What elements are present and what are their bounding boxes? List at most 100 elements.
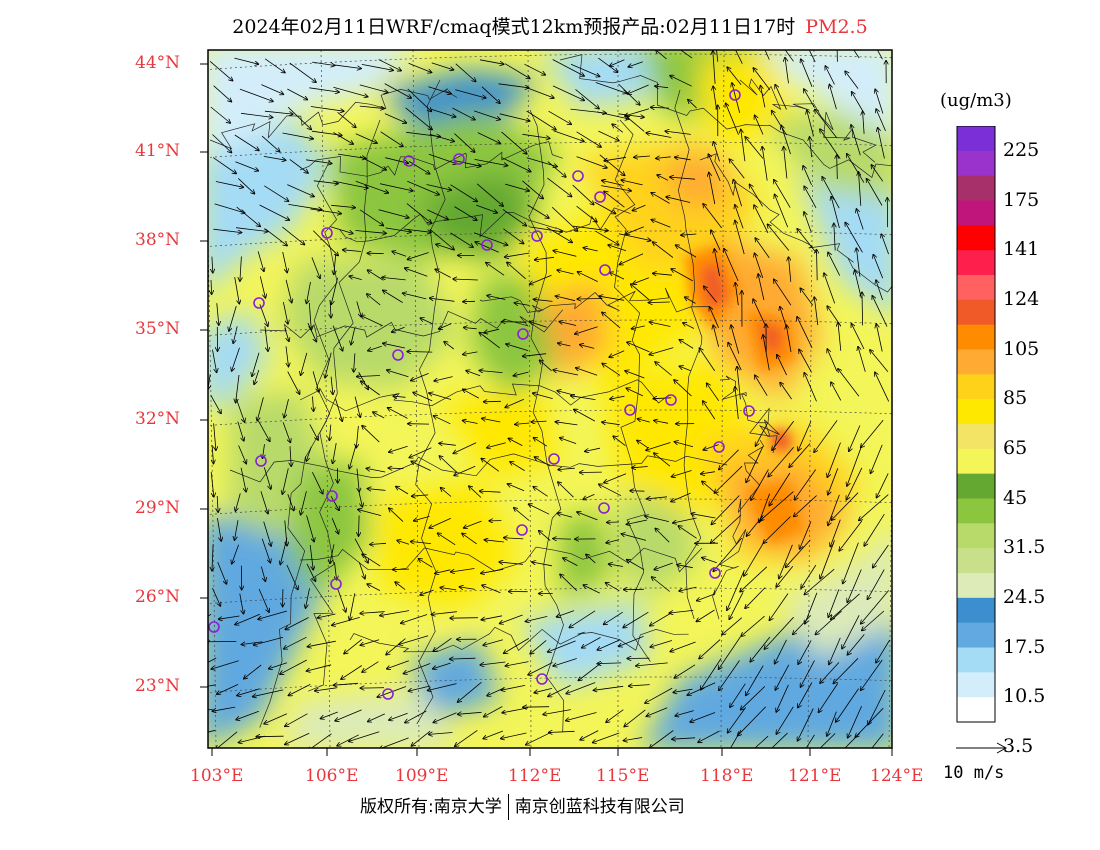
- wind-vector: [829, 637, 841, 665]
- wind-vector: [359, 515, 360, 537]
- wind-vector: [849, 425, 861, 452]
- wind-vector: [361, 381, 380, 396]
- wind-vector: [709, 173, 716, 205]
- wind-vector: [775, 194, 789, 228]
- wind-vector: [714, 249, 720, 277]
- wind-vector: [312, 61, 335, 65]
- wind-vector: [396, 487, 409, 495]
- wind-vector: [655, 86, 669, 88]
- wind-vector: [217, 303, 219, 325]
- wind-vector: [831, 593, 860, 620]
- wind-vector: [552, 59, 584, 77]
- wind-vector: [873, 544, 889, 568]
- wind-vector: [429, 517, 451, 528]
- wind-vector: [301, 491, 307, 515]
- province-border: [739, 78, 877, 163]
- wind-vector: [807, 110, 814, 137]
- wind-vector: [754, 205, 769, 234]
- wind-vector: [264, 110, 293, 114]
- wind-vector: [287, 371, 300, 394]
- province-border: [528, 109, 565, 732]
- wind-vector: [804, 89, 815, 108]
- wind-vector: [844, 732, 860, 748]
- wind-vector: [834, 224, 835, 251]
- wind-vector: [439, 443, 456, 445]
- province-border: [209, 88, 458, 150]
- wind-vector: [244, 664, 262, 679]
- longitude-label: 115°E: [596, 766, 650, 786]
- longitude-label: 103°E: [190, 766, 244, 786]
- wind-vector: [310, 106, 344, 112]
- city-station-marker: [531, 230, 543, 242]
- wind-vector: [433, 712, 457, 723]
- wind-vector: [624, 737, 643, 741]
- wind-vector: [285, 279, 292, 303]
- wind-vector: [637, 440, 649, 449]
- wind-vector: [735, 205, 744, 229]
- wind-vector: [735, 387, 739, 419]
- legend-swatch: [957, 647, 995, 673]
- footer-divider: [507, 794, 509, 820]
- wind-vector: [755, 115, 764, 135]
- wind-vector: [698, 730, 720, 742]
- wind-vector: [385, 227, 411, 232]
- wind-vector: [383, 343, 405, 349]
- wind-vector: [432, 611, 457, 615]
- wind-vector: [434, 376, 453, 381]
- wind-vector: [650, 640, 673, 648]
- wind-vector: [654, 562, 673, 570]
- wind-vector: [627, 519, 648, 524]
- wind-vector: [794, 495, 817, 517]
- wind-vector: [819, 733, 836, 748]
- wind-vector: [828, 468, 839, 494]
- wind-vector: [505, 661, 529, 666]
- wind-vector: [482, 585, 501, 594]
- wind-vector: [341, 665, 363, 680]
- wind-vector: [741, 615, 765, 636]
- wind-vector: [711, 514, 742, 543]
- wind-vector: [843, 542, 859, 584]
- wind-vector: [746, 665, 764, 696]
- longitude-label: 106°E: [305, 766, 359, 786]
- wind-vector: [846, 467, 863, 500]
- wind-vector: [861, 659, 883, 690]
- wind-vector: [613, 436, 626, 447]
- wind-vector: [799, 350, 812, 373]
- wind-vector: [576, 368, 598, 376]
- wind-vector: [333, 86, 367, 96]
- wind-vector: [329, 424, 330, 441]
- legend-swatch: [957, 548, 995, 574]
- wind-vector: [368, 345, 382, 351]
- wind-vector: [455, 63, 476, 82]
- wind-vector: [608, 245, 627, 252]
- wind-vector: [500, 614, 523, 624]
- wind-vector: [282, 468, 289, 494]
- wind-vector: [441, 488, 452, 497]
- wind-vector: [257, 397, 264, 420]
- wind-vector: [609, 350, 625, 358]
- wind-vector: [312, 230, 338, 256]
- wind-vector: [313, 396, 314, 412]
- wind-vector: [534, 438, 548, 447]
- wind-vector: [431, 108, 455, 117]
- wind-vector: [393, 569, 410, 570]
- wind-vector: [847, 634, 865, 654]
- legend-label: 124: [1003, 287, 1040, 310]
- city-station-marker: [453, 153, 465, 165]
- wind-vector: [753, 299, 767, 327]
- wind-vector: [474, 159, 508, 165]
- wind-vector: [212, 444, 213, 464]
- wind-vector: [526, 616, 548, 621]
- wind-vector: [747, 515, 764, 536]
- latitude-gridline: [208, 141, 892, 158]
- wind-vector: [358, 562, 365, 578]
- wind-vector: [236, 374, 240, 403]
- wind-vector: [216, 731, 238, 748]
- wind-vector: [599, 296, 625, 301]
- wind-vector: [388, 408, 408, 419]
- wind-vector: [836, 688, 859, 722]
- wind-vector: [560, 574, 578, 591]
- wind-vector: [501, 732, 527, 739]
- wind-vector: [359, 156, 386, 170]
- wind-vector: [576, 131, 601, 147]
